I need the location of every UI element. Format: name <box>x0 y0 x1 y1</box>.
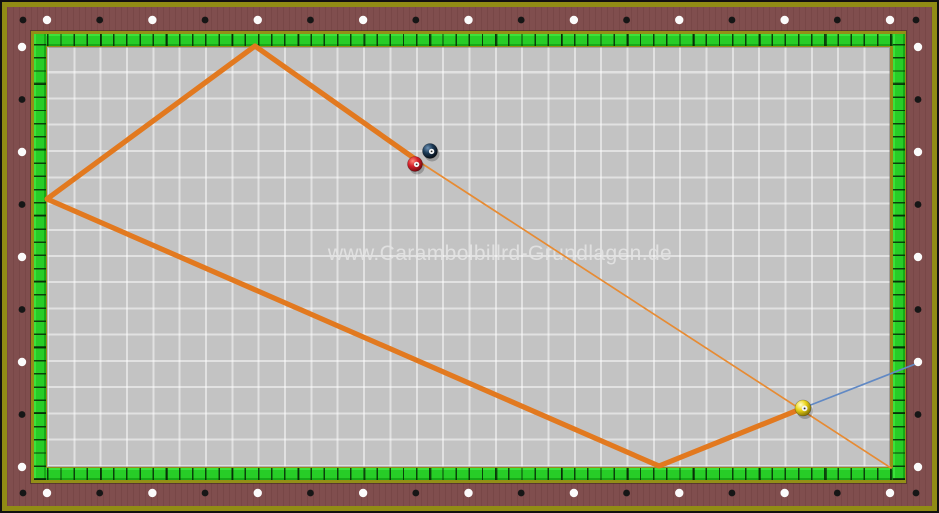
cushion-right <box>893 34 905 480</box>
cushion-bottom <box>34 468 905 480</box>
cushion-top <box>34 34 905 46</box>
cushion-left <box>34 34 46 480</box>
watermark-text: www.Carambolbillrd-Grundlagen.de <box>327 242 673 265</box>
